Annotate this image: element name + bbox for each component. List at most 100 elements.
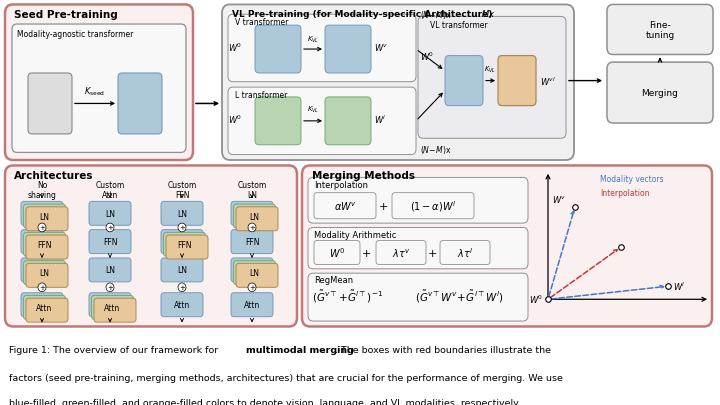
Text: $W^l$: $W^l$ [374, 113, 387, 126]
Text: Attn: Attn [37, 303, 53, 312]
Text: $(1-\alpha)W^l$: $(1-\alpha)W^l$ [410, 199, 456, 213]
Circle shape [248, 283, 256, 292]
FancyBboxPatch shape [498, 56, 536, 107]
Text: $M$x: $M$x [481, 8, 495, 19]
FancyBboxPatch shape [89, 202, 131, 226]
FancyBboxPatch shape [325, 98, 371, 145]
Text: blue-filled, green-filled, and orange-filled colors to denote vision, language, : blue-filled, green-filled, and orange-fi… [9, 398, 521, 405]
Text: $\left(\tilde{G}^{v\top}\!+\!\tilde{G}^{l\top}\right)^{-1}$: $\left(\tilde{G}^{v\top}\!+\!\tilde{G}^{… [312, 288, 383, 304]
FancyBboxPatch shape [26, 207, 68, 231]
Text: $K_{VL}$: $K_{VL}$ [307, 105, 319, 115]
FancyBboxPatch shape [166, 236, 208, 259]
Text: +: + [39, 285, 45, 291]
Text: $(N\!-\!M)$x: $(N\!-\!M)$x [420, 143, 451, 155]
Text: Modality vectors: Modality vectors [600, 175, 664, 184]
FancyBboxPatch shape [161, 230, 203, 254]
Text: Custom
LN: Custom LN [238, 180, 266, 200]
FancyBboxPatch shape [28, 74, 72, 134]
Text: +: + [179, 285, 185, 291]
Text: LN: LN [177, 209, 187, 218]
FancyBboxPatch shape [26, 298, 68, 322]
Text: +: + [249, 285, 255, 291]
Text: LN: LN [250, 212, 259, 221]
FancyBboxPatch shape [21, 293, 63, 317]
Text: $\left(\tilde{G}^{v\top}W^v\!+\!\tilde{G}^{l\top}W^l\right)$: $\left(\tilde{G}^{v\top}W^v\!+\!\tilde{G… [415, 288, 504, 304]
FancyBboxPatch shape [314, 241, 360, 265]
FancyBboxPatch shape [21, 230, 63, 254]
Text: LN: LN [105, 266, 115, 275]
Text: LN: LN [40, 212, 50, 221]
FancyBboxPatch shape [161, 258, 203, 282]
FancyBboxPatch shape [392, 193, 474, 219]
FancyBboxPatch shape [161, 202, 203, 226]
Text: No
sharing: No sharing [27, 180, 56, 200]
Circle shape [38, 283, 46, 292]
FancyBboxPatch shape [21, 258, 63, 282]
FancyBboxPatch shape [314, 193, 376, 219]
FancyBboxPatch shape [228, 88, 416, 155]
Text: Merging Methods: Merging Methods [312, 171, 415, 180]
Text: LN: LN [177, 266, 187, 275]
FancyBboxPatch shape [26, 264, 68, 288]
Text: multimodal merging: multimodal merging [246, 345, 354, 354]
Text: +: + [249, 225, 255, 231]
Text: +: + [179, 225, 185, 231]
FancyBboxPatch shape [5, 166, 297, 327]
FancyBboxPatch shape [607, 63, 713, 124]
FancyBboxPatch shape [228, 15, 416, 83]
FancyBboxPatch shape [89, 293, 131, 317]
Text: $(N\!-\!M)$x: $(N\!-\!M)$x [420, 9, 451, 21]
FancyBboxPatch shape [12, 25, 186, 153]
Text: $W^{vl}$: $W^{vl}$ [540, 75, 556, 87]
FancyBboxPatch shape [94, 298, 136, 322]
Text: $W^0$: $W^0$ [528, 293, 543, 306]
Circle shape [178, 283, 186, 292]
Text: $\lambda\tau^v$: $\lambda\tau^v$ [392, 247, 410, 259]
Text: Custom
FFN: Custom FFN [167, 180, 197, 200]
Text: $W^0$: $W^0$ [228, 113, 243, 126]
Text: L transformer: L transformer [235, 91, 287, 100]
Text: Architectures: Architectures [14, 171, 94, 180]
FancyBboxPatch shape [163, 233, 205, 257]
Text: VL Pre-training (for Modality-specific Architecture): VL Pre-training (for Modality-specific A… [232, 10, 492, 19]
Text: Custom
Attn: Custom Attn [95, 180, 125, 200]
FancyBboxPatch shape [231, 202, 273, 226]
Text: FFN: FFN [37, 240, 52, 249]
Text: Modality-agnostic transformer: Modality-agnostic transformer [17, 30, 133, 39]
Text: Attn: Attn [174, 301, 190, 309]
FancyBboxPatch shape [24, 261, 66, 285]
Text: Fine-
tuning: Fine- tuning [645, 21, 675, 40]
FancyBboxPatch shape [308, 273, 528, 321]
Text: LN: LN [40, 269, 50, 277]
Text: FFN: FFN [245, 237, 259, 247]
Circle shape [106, 283, 114, 292]
FancyBboxPatch shape [607, 5, 713, 55]
Text: $W^l$: $W^l$ [673, 280, 685, 293]
FancyBboxPatch shape [302, 166, 712, 327]
Circle shape [178, 224, 186, 232]
Text: $K_{\rm seed}$: $K_{\rm seed}$ [84, 85, 106, 98]
FancyBboxPatch shape [236, 264, 278, 288]
Text: $W^0$: $W^0$ [420, 50, 434, 63]
Text: LN: LN [105, 209, 115, 218]
FancyBboxPatch shape [161, 293, 203, 317]
FancyBboxPatch shape [255, 98, 301, 145]
FancyBboxPatch shape [89, 258, 131, 282]
Text: $W^0$: $W^0$ [329, 246, 345, 260]
Text: Merging: Merging [642, 89, 678, 98]
Text: . The boxes with red boundaries illustrate the: . The boxes with red boundaries illustra… [335, 345, 551, 354]
FancyBboxPatch shape [308, 228, 528, 269]
Text: $+$: $+$ [378, 201, 388, 212]
Text: $W^v$: $W^v$ [552, 193, 567, 204]
Text: FFN: FFN [103, 237, 117, 247]
Text: +: + [107, 225, 113, 231]
Text: VL transformer: VL transformer [430, 21, 487, 30]
Text: $+$: $+$ [361, 247, 371, 258]
Text: $\lambda\tau^l$: $\lambda\tau^l$ [456, 246, 473, 260]
FancyBboxPatch shape [91, 296, 133, 320]
FancyBboxPatch shape [308, 178, 528, 224]
Circle shape [106, 224, 114, 232]
Text: Seed Pre-training: Seed Pre-training [14, 10, 118, 20]
FancyBboxPatch shape [440, 241, 490, 265]
FancyBboxPatch shape [24, 233, 66, 257]
